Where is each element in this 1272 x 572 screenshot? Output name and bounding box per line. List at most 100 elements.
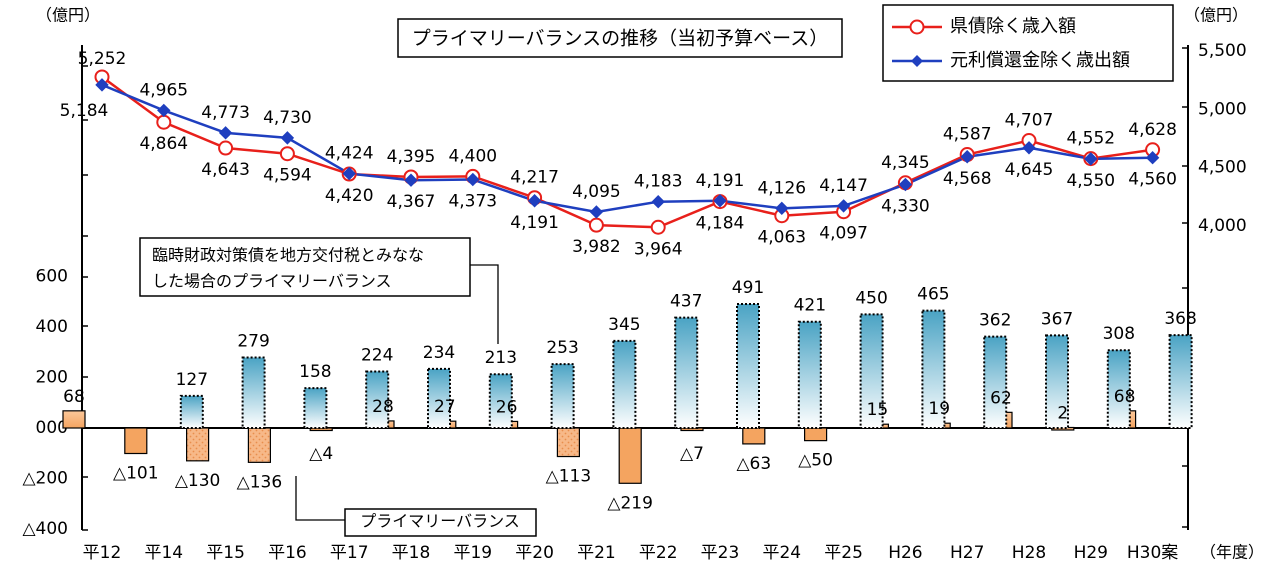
left-tick-label: 200 [36,368,68,388]
primary-balance-data-label: △136 [237,472,283,492]
adjusted-balance-data-label: 158 [299,362,331,382]
expenditure-marker [1084,152,1098,166]
left-tick-label: 600 [36,267,68,287]
adjusted-balance-data-label: 127 [176,370,208,390]
adjusted-balance-bar [241,356,266,429]
legend-expenditure-label: 元利償還金除く歳出額 [950,50,1130,71]
primary-balance-bar [247,427,271,463]
expenditure-marker [95,78,109,92]
category-label: 平15 [206,543,245,563]
revenue-data-label: 4,217 [510,168,559,188]
adjusted-balance-bar [303,387,328,430]
revenue-data-label: 4,400 [448,146,497,166]
revenue-data-label: 4,420 [325,186,374,206]
expenditure-data-label: 4,424 [325,144,374,164]
revenue-data-label: 4,587 [943,125,992,145]
primary-balance-data-label: 28 [372,397,394,417]
category-label: 平14 [144,543,183,563]
expenditure-marker [651,194,665,209]
category-label: 平17 [330,543,369,563]
adjusted-balance-bar [859,313,884,429]
primary-balance-bar [186,427,210,462]
expenditure-marker [775,201,789,216]
expenditure-line [101,83,1153,214]
expenditure-data-label: 4,773 [201,103,250,123]
expenditure-data-label: 4,965 [139,80,188,100]
right-tick-label: 4,000 [1198,216,1247,236]
primary-balance-data-label: 62 [990,388,1012,408]
expenditure-marker [404,173,418,187]
x-axis-unit-label: （年度） [1200,543,1264,562]
category-label: 平19 [453,543,492,563]
adjusted-balance-data-label: 234 [423,343,455,363]
legend-expenditure-marker [911,55,923,67]
adjusted-balance-data-label: 465 [917,285,949,305]
chart-title-box [397,18,843,58]
adjusted-balance-data-label: 491 [732,278,764,298]
adjusted-callout-line1: 臨時財政対策債を地方交付税とみなな [152,246,424,265]
primary-balance-data-label: 26 [496,397,518,417]
revenue-data-label: 4,345 [881,153,930,173]
adjusted-balance-data-label: 224 [361,345,393,365]
revenue-marker [156,114,172,130]
expenditure-data-label: 4,550 [1066,171,1115,191]
primary-balance-data-label: △130 [175,471,221,491]
primary-balance-bar [62,410,86,429]
expenditure-data-label: 4,568 [943,169,992,189]
category-label: H30案 [1127,543,1178,563]
adjusted-callout-line2: した場合のプライマリーバランス [152,272,392,291]
expenditure-data-label: 4,147 [819,176,868,196]
primary-balance-data-label: 68 [63,387,85,407]
revenue-marker [279,146,295,162]
primary-balance-bar [803,427,828,442]
primary-balance-bar [556,427,581,458]
category-label: 平25 [824,543,863,563]
adjusted-balance-data-label: 367 [1041,309,1073,329]
adjusted-balance-data-label: 213 [485,348,517,368]
primary-balance-data-label: △4 [309,444,333,464]
right-unit-label: （億円） [1184,6,1248,25]
category-label: 平12 [83,543,122,563]
legend-box [882,4,1174,82]
primary-balance-bar [309,427,333,432]
primary-balance-data-label: △63 [736,454,771,474]
primary-balance-bar [742,427,766,445]
expenditure-marker [466,172,480,187]
expenditure-data-label: 4,560 [1128,170,1177,190]
primary-balance-data-label: △50 [798,451,833,471]
revenue-data-label: 4,864 [139,134,188,154]
revenue-data-label: 5,252 [78,49,127,69]
revenue-data-label: 4,707 [1005,111,1054,131]
expenditure-data-label: 4,730 [263,108,312,128]
adjusted-balance-bar [1106,349,1131,430]
revenue-marker [650,219,666,235]
adjusted-balance-data-label: 421 [794,296,826,316]
pb-callout-label: プライマリーバランス [360,512,520,531]
adjusted-balance-bar [983,335,1008,429]
category-label: H28 [1012,543,1046,563]
legend-revenue-label: 県債除く歳入額 [950,16,1076,37]
left-unit-label: （億円） [36,6,100,25]
adjusted-balance-bar [488,373,513,429]
expenditure-data-label: 4,095 [572,182,621,202]
primary-balance-data-label: 27 [434,397,456,417]
category-label: 平20 [515,543,554,563]
left-tick-label: △200 [22,469,68,489]
adjusted-balance-bar [736,303,760,429]
expenditure-marker [960,150,974,164]
left-tick-label: 000 [36,418,68,438]
revenue-data-label: 4,594 [263,166,312,186]
expenditure-marker [342,166,356,181]
expenditure-marker [157,103,171,118]
revenue-data-label: 3,982 [572,237,621,257]
primary-balance-data-label: △7 [680,444,704,464]
right-tick-label: 4,500 [1198,158,1247,178]
revenue-marker [218,140,234,156]
revenue-line [101,75,1153,229]
adjusted-balance-bar [550,363,575,429]
expenditure-data-label: 4,645 [1005,160,1054,180]
revenue-data-label: 4,643 [201,160,250,180]
right-tick-label: 5,500 [1198,41,1247,61]
